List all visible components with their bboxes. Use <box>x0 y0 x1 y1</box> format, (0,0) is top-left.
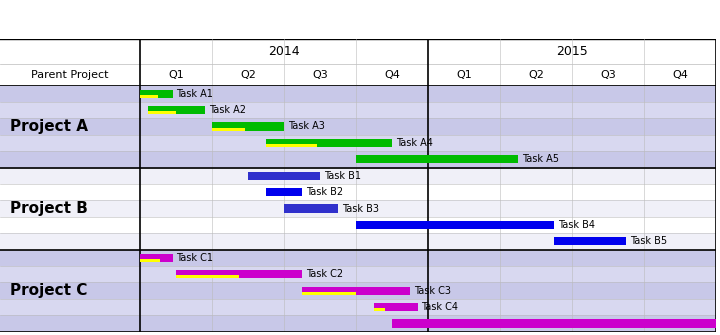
Bar <box>140 118 716 135</box>
Bar <box>266 139 392 147</box>
Text: Task A5: Task A5 <box>522 154 559 164</box>
Bar <box>140 168 716 184</box>
Bar <box>140 250 716 266</box>
Text: 2014: 2014 <box>269 45 300 58</box>
Bar <box>0 250 140 266</box>
Bar <box>266 144 317 147</box>
Text: Task C3: Task C3 <box>414 286 451 295</box>
Bar <box>0 135 140 151</box>
Bar <box>356 221 554 229</box>
Bar <box>0 85 140 168</box>
Text: Q1: Q1 <box>168 70 184 80</box>
Bar <box>140 282 716 299</box>
Text: Task B2: Task B2 <box>306 187 343 197</box>
Bar <box>0 200 140 217</box>
Text: Q1: Q1 <box>456 70 472 80</box>
Bar <box>140 135 716 151</box>
Bar <box>0 315 140 332</box>
Text: Q2: Q2 <box>240 70 256 80</box>
Text: Task A2: Task A2 <box>209 105 246 115</box>
Text: Task B4: Task B4 <box>558 220 595 230</box>
Bar <box>140 151 716 168</box>
Bar <box>302 292 356 295</box>
Bar <box>140 200 716 217</box>
Bar <box>140 85 716 102</box>
Bar <box>374 303 418 311</box>
Bar <box>212 128 245 131</box>
Text: Q4: Q4 <box>672 70 688 80</box>
Bar <box>140 217 716 233</box>
Bar <box>0 118 140 135</box>
Bar <box>140 254 173 262</box>
Text: Task A4: Task A4 <box>396 138 433 148</box>
Bar <box>140 102 716 118</box>
Bar <box>356 155 518 163</box>
Bar <box>176 275 240 278</box>
Bar <box>0 299 140 315</box>
Bar <box>140 184 716 200</box>
Bar <box>0 233 140 250</box>
Text: Task B5: Task B5 <box>630 237 667 246</box>
Bar <box>140 315 716 332</box>
Text: Task C4: Task C4 <box>421 302 458 312</box>
Bar <box>140 95 158 98</box>
Text: Project A: Project A <box>10 119 88 134</box>
Bar <box>176 270 302 278</box>
Bar <box>0 168 140 250</box>
Bar <box>0 250 140 332</box>
Text: Task C2: Task C2 <box>306 269 343 279</box>
Text: Task A3: Task A3 <box>288 122 325 131</box>
Bar <box>140 259 160 262</box>
Text: Q3: Q3 <box>600 70 616 80</box>
Bar <box>0 168 140 184</box>
Bar <box>266 188 302 196</box>
Bar <box>302 286 410 295</box>
Text: Task A1: Task A1 <box>176 89 213 98</box>
Bar <box>148 111 176 114</box>
Text: Project B: Project B <box>10 201 88 216</box>
Text: Project C: Project C <box>11 283 88 298</box>
Bar <box>554 237 626 246</box>
Bar <box>0 85 140 102</box>
Bar <box>0 184 140 200</box>
Text: Q4: Q4 <box>384 70 400 80</box>
Text: Q3: Q3 <box>312 70 328 80</box>
Bar <box>248 172 320 180</box>
Text: Task B3: Task B3 <box>342 204 379 213</box>
Bar <box>140 233 716 250</box>
Bar <box>392 319 716 328</box>
Bar <box>0 217 140 233</box>
Text: 2015: 2015 <box>557 45 588 58</box>
Bar <box>148 106 205 114</box>
Text: Task C1: Task C1 <box>176 253 213 263</box>
Bar <box>374 308 385 311</box>
Bar <box>0 102 140 118</box>
Bar <box>140 89 173 98</box>
Bar <box>140 266 716 282</box>
Bar <box>284 204 338 213</box>
Bar <box>140 299 716 315</box>
Bar <box>0 151 140 168</box>
Bar <box>0 266 140 282</box>
Bar <box>212 122 284 131</box>
Bar <box>0 282 140 299</box>
Text: Parent Project: Parent Project <box>32 70 109 80</box>
Text: Task B1: Task B1 <box>324 171 361 181</box>
Text: Q2: Q2 <box>528 70 544 80</box>
